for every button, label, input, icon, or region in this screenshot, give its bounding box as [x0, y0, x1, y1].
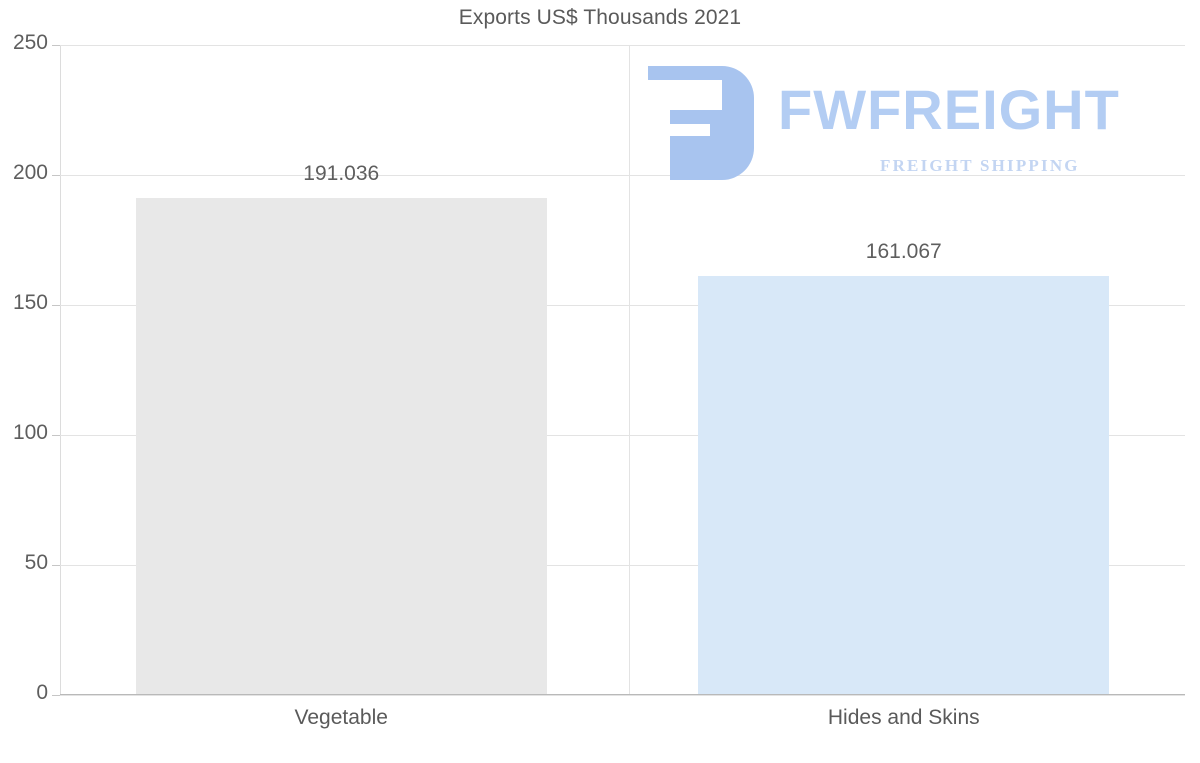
y-tick-200 [52, 175, 61, 176]
y-axis-tick-label: 0 [36, 681, 48, 704]
category-separator-gridline [629, 45, 630, 695]
gridline-y-50 [60, 565, 1185, 566]
chart-title: Exports US$ Thousands 2021 [458, 6, 742, 29]
gridline-y-150 [60, 305, 1185, 306]
x-axis-baseline [60, 694, 1185, 695]
y-tick-150 [52, 305, 61, 306]
gridline-y-250 [60, 45, 1185, 46]
y-tick-50 [52, 565, 61, 566]
plot-area [60, 45, 1185, 696]
y-axis-tick-label: 250 [12, 31, 48, 54]
y-tick-250 [52, 45, 61, 46]
bar[interactable] [698, 276, 1110, 695]
y-axis-tick-label: 200 [12, 161, 48, 184]
y-axis-line [60, 45, 61, 695]
gridline-y-100 [60, 435, 1185, 436]
x-axis-category-label: Hides and Skins [827, 706, 980, 729]
y-tick-0 [52, 695, 61, 696]
y-tick-100 [52, 435, 61, 436]
y-axis-tick-label: 50 [24, 551, 48, 574]
gridline-y-200 [60, 175, 1185, 176]
x-axis-category-label: Vegetable [294, 706, 388, 729]
y-axis-tick-label: 150 [12, 291, 48, 314]
bar-value-label: 161.067 [865, 240, 942, 264]
y-axis-tick-label: 100 [12, 421, 48, 444]
gridline-y-0 [60, 695, 1185, 696]
bar-value-label: 191.036 [303, 162, 380, 186]
bar[interactable] [135, 198, 547, 695]
